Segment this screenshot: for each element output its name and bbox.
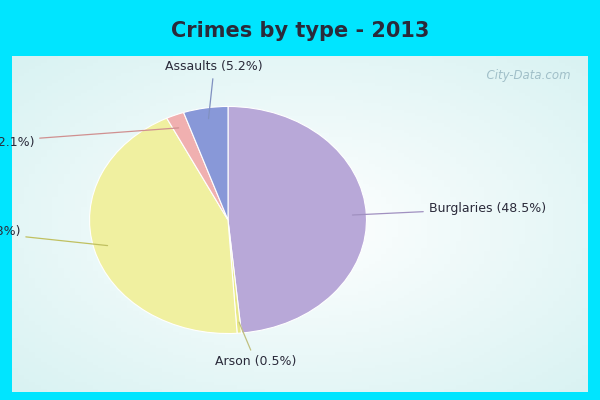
Wedge shape — [167, 112, 228, 220]
Text: Crimes by type - 2013: Crimes by type - 2013 — [171, 21, 429, 41]
Wedge shape — [228, 220, 241, 333]
Text: City-Data.com: City-Data.com — [479, 70, 571, 82]
Text: Assaults (5.2%): Assaults (5.2%) — [166, 60, 263, 119]
Wedge shape — [89, 118, 237, 334]
Text: Auto thefts (2.1%): Auto thefts (2.1%) — [0, 128, 179, 149]
Text: Arson (0.5%): Arson (0.5%) — [215, 322, 296, 368]
Text: Thefts (43.8%): Thefts (43.8%) — [0, 225, 107, 246]
Text: Burglaries (48.5%): Burglaries (48.5%) — [352, 202, 546, 215]
Wedge shape — [228, 106, 367, 333]
Wedge shape — [184, 106, 228, 220]
